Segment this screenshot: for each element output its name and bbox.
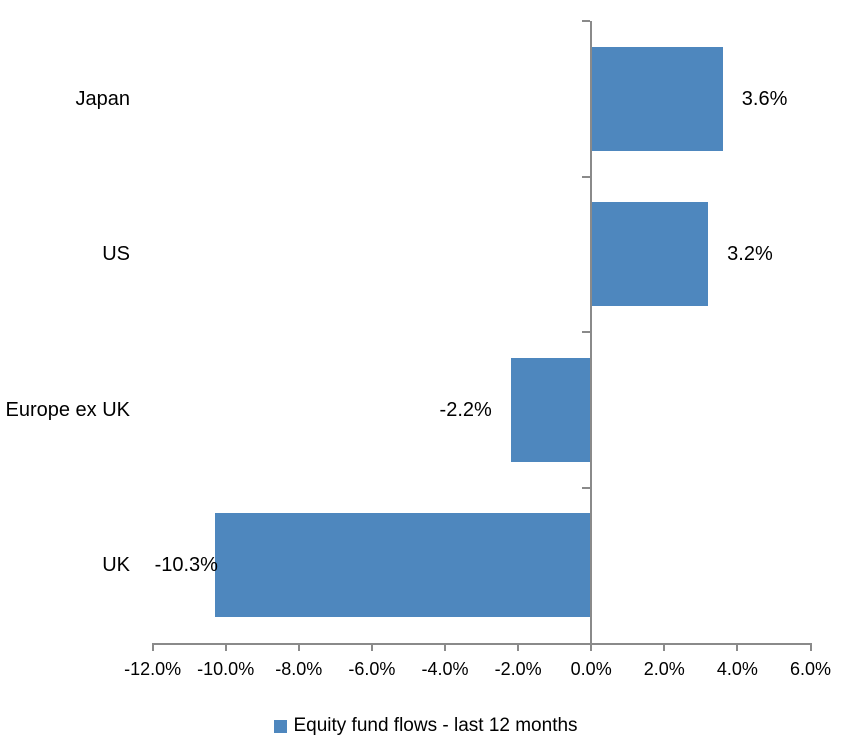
bar	[510, 357, 592, 462]
x-axis-tick	[297, 643, 300, 651]
y-axis-tick	[582, 175, 591, 178]
x-axis-tick-label: -8.0%	[275, 659, 323, 679]
category-label: Japan	[75, 87, 131, 110]
x-axis-tick	[590, 643, 593, 651]
bar	[214, 513, 592, 618]
x-axis-tick	[370, 643, 373, 651]
legend-swatch	[274, 719, 288, 733]
x-axis-tick-label: -10.0%	[197, 659, 255, 679]
x-axis-tick-label: -12.0%	[124, 659, 182, 679]
y-axis-tick	[582, 486, 591, 489]
x-axis-tick	[224, 643, 227, 651]
category-label: UK	[102, 554, 130, 577]
bar-value-label: 3.6%	[741, 87, 788, 110]
x-axis-tick	[517, 643, 520, 651]
bar-value-label: -10.3%	[154, 554, 218, 577]
y-axis-tick	[582, 331, 591, 333]
bar-value-label: -2.2%	[439, 398, 492, 421]
legend: Equity fund flows - last 12 months	[0, 712, 852, 740]
y-axis-tick	[582, 20, 591, 22]
x-axis-tick-label: 0.0%	[570, 659, 612, 679]
x-axis-tick-label: -2.0%	[494, 659, 542, 679]
category-label: US	[102, 243, 130, 266]
zero-axis-line	[590, 21, 593, 643]
category-label: Europe ex UK	[5, 398, 130, 421]
x-axis-tick-label: 6.0%	[789, 659, 832, 679]
bar	[591, 202, 709, 307]
x-axis-tick-label: 2.0%	[643, 659, 685, 679]
bar	[591, 46, 723, 151]
x-axis-line	[151, 643, 812, 645]
bar-value-label: 3.2%	[727, 243, 773, 266]
x-axis-tick-label: -4.0%	[421, 659, 469, 679]
x-axis-tick	[809, 643, 812, 651]
x-axis-tick-label: 4.0%	[716, 659, 758, 679]
x-axis-tick	[663, 643, 666, 651]
x-axis-tick	[151, 643, 154, 651]
x-axis-tick	[736, 643, 739, 651]
x-axis-tick-label: -6.0%	[348, 659, 396, 679]
x-axis-tick	[444, 643, 446, 651]
legend-label: Equity fund flows - last 12 months	[293, 715, 578, 736]
